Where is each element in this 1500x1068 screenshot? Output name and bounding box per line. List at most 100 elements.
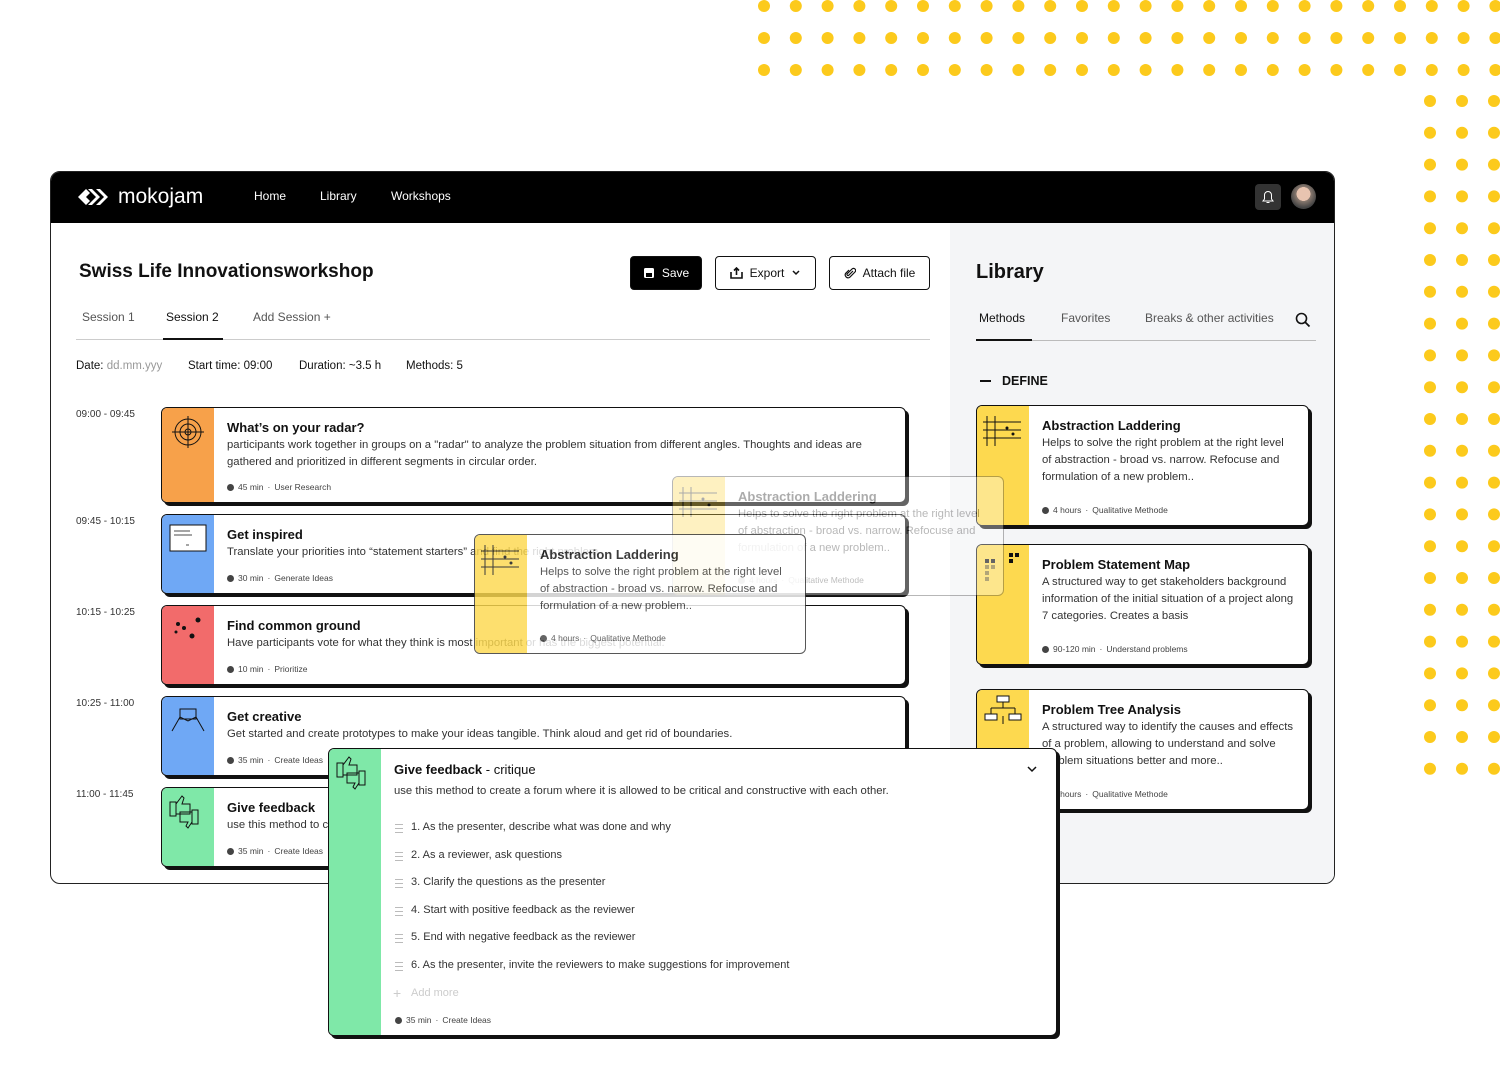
add-more[interactable]: Add more <box>411 987 459 999</box>
method-icon <box>169 524 207 552</box>
dot <box>1139 32 1152 44</box>
dot <box>1298 0 1311 12</box>
tab-underline <box>163 338 223 340</box>
separator: · <box>267 664 271 674</box>
card-title: Get creative <box>227 709 302 724</box>
dot <box>1424 444 1436 457</box>
export-button[interactable]: Export <box>715 256 816 290</box>
dot <box>1424 731 1436 743</box>
dot <box>1488 317 1500 330</box>
card-title: Give feedback <box>227 800 316 815</box>
card-desc: participants work together in groups on … <box>227 439 862 468</box>
color-strip <box>162 697 214 775</box>
dot <box>1107 64 1120 76</box>
dot <box>917 32 929 44</box>
library-tab[interactable]: Favorites <box>1061 311 1111 325</box>
card-desc: A structured way to get stakeholders bac… <box>1042 576 1294 622</box>
dot <box>1044 32 1057 44</box>
card-tag: Prioritize <box>274 664 308 674</box>
dot <box>1488 413 1500 425</box>
card-meta: 2 hours · Qualitative Methode <box>1042 789 1168 799</box>
dot <box>1424 476 1436 489</box>
dot <box>1488 603 1500 616</box>
session-tab-active[interactable]: Session 2 <box>166 310 219 324</box>
card-duration: 35 min <box>238 755 264 765</box>
step: 4. Start with positive feedback as the r… <box>411 903 635 916</box>
attach-button[interactable]: Attach file <box>829 256 930 290</box>
dot <box>1424 95 1436 107</box>
step: 1. As the presenter, describe what was d… <box>411 821 671 833</box>
dot <box>948 0 961 12</box>
dot <box>1488 476 1500 489</box>
dot <box>1424 126 1436 139</box>
dot <box>980 32 993 44</box>
dot <box>1298 64 1311 76</box>
search-icon[interactable] <box>1295 312 1311 328</box>
card-desc: Helps to solve the right problem at the … <box>1042 437 1284 483</box>
dot <box>1488 540 1500 553</box>
collapse-icon[interactable] <box>980 380 991 382</box>
avatar[interactable] <box>1291 184 1316 209</box>
nav-link[interactable]: Library <box>320 189 357 203</box>
dot <box>758 0 770 12</box>
card-tag: Create Ideas <box>274 846 324 856</box>
method-card[interactable]: What’s on your radar? participants work t… <box>161 407 906 503</box>
dot <box>1266 32 1279 44</box>
nav-link[interactable]: Workshops <box>391 189 451 203</box>
duration: Duration: ~3.5 h <box>299 360 382 372</box>
color-strip <box>162 788 214 866</box>
dot <box>1489 32 1500 44</box>
card-duration: 4 hours <box>551 633 580 643</box>
start-time: Start time: 09:00 <box>188 360 273 372</box>
color-strip <box>162 515 214 593</box>
step: 6. As the presenter, invite the reviewer… <box>411 958 790 971</box>
dot <box>1488 158 1500 171</box>
card-tag: Qualitative Methode <box>788 575 864 585</box>
dot <box>1488 731 1500 743</box>
card-meta: 35 min · Create Ideas <box>227 846 323 856</box>
dot <box>1488 285 1500 298</box>
dot <box>1488 254 1500 266</box>
add-session[interactable]: Add Session + <box>253 310 331 324</box>
methods-count: Methods: 5 <box>406 360 463 372</box>
separator: · <box>267 846 271 856</box>
feedback-card[interactable]: Give feedback - critique use this method … <box>328 748 1057 1036</box>
dot <box>1203 0 1216 12</box>
button-label: Attach file <box>862 266 916 280</box>
drag-handle[interactable] <box>395 851 403 861</box>
library-tab-active[interactable]: Methods <box>979 311 1026 325</box>
dot <box>1488 126 1500 139</box>
method-card[interactable]: Problem Statement Map A structured way to… <box>976 544 1309 665</box>
card-tag: User Research <box>274 482 332 492</box>
drag-handle[interactable] <box>395 879 403 888</box>
drag-handle[interactable] <box>395 961 403 971</box>
separator: · <box>267 755 271 765</box>
dot <box>980 64 993 76</box>
chevron[interactable] <box>1026 761 1038 779</box>
drag-handle[interactable] <box>395 906 403 916</box>
dot <box>1076 0 1088 12</box>
separator: · <box>435 1015 439 1025</box>
workshop-title: Swiss Life Innovationsworkshop <box>79 261 374 282</box>
drag-handle[interactable] <box>395 824 403 833</box>
card-title: Find common ground <box>227 618 361 633</box>
session-tab[interactable]: Session 1 <box>82 310 135 324</box>
dot <box>1425 0 1438 12</box>
drag-handle[interactable] <box>395 934 403 943</box>
method-card[interactable]: Abstraction Laddering Helps to solve the … <box>976 405 1309 526</box>
library-tab[interactable]: Breaks & other activities <box>1145 311 1274 325</box>
dot <box>1488 699 1500 712</box>
card-desc: Get started and create prototypes to mak… <box>227 728 733 740</box>
dot <box>1394 0 1406 12</box>
save-button[interactable]: Save <box>630 256 702 290</box>
card-title: What’s on your radar? <box>227 420 365 435</box>
dot <box>1298 32 1311 44</box>
nav-link[interactable]: Home <box>254 189 287 203</box>
dot <box>1076 64 1088 76</box>
card-title: Problem Statement Map <box>1042 557 1191 572</box>
dot <box>1456 635 1468 648</box>
card-title: Problem Tree Analysis <box>1042 702 1181 717</box>
notifications[interactable] <box>1255 184 1281 210</box>
date-value: dd.mm.yyy <box>106 360 163 372</box>
method-card[interactable]: Abstraction Laddering Helps to solve the … <box>474 534 806 654</box>
